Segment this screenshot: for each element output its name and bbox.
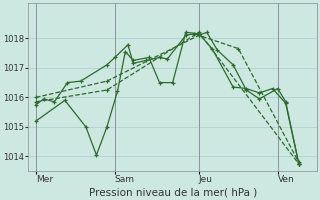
X-axis label: Pression niveau de la mer( hPa ): Pression niveau de la mer( hPa ) <box>89 187 257 197</box>
